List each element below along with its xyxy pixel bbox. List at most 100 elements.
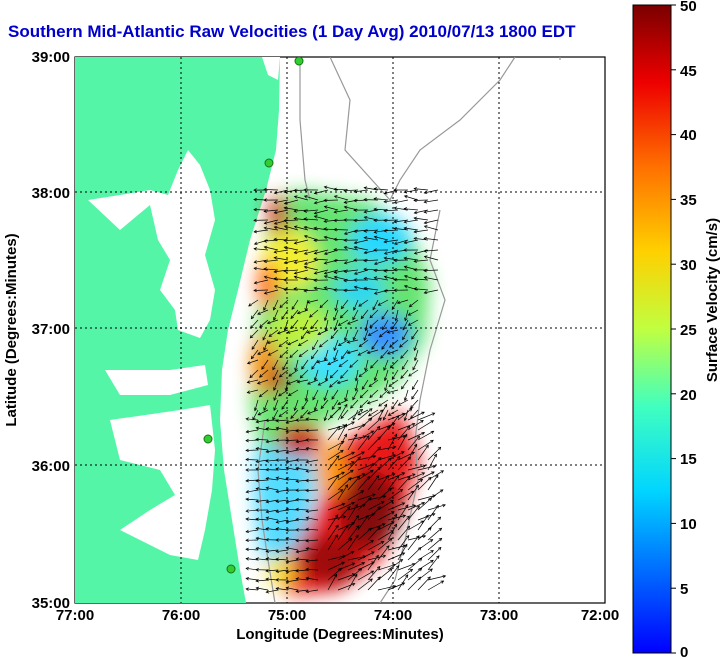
velocity-arrow	[257, 309, 269, 315]
velocity-arrowhead	[275, 449, 280, 454]
velocity-arrow	[427, 474, 439, 491]
velocity-arrowhead	[368, 527, 373, 532]
velocity-arrowhead	[316, 360, 321, 364]
velocity-arrowhead	[423, 236, 428, 241]
velocity-arrowhead	[359, 394, 364, 399]
velocity-arrow	[417, 576, 431, 591]
velocity-arrowhead	[404, 433, 408, 438]
velocity-arrow	[383, 209, 399, 212]
velocity-arrowhead	[380, 501, 385, 505]
velocity-arrow	[407, 411, 425, 421]
velocity-arrow	[294, 196, 309, 201]
velocity-arrowhead	[323, 235, 328, 240]
velocity-arrowhead	[313, 257, 317, 261]
velocity-arrow	[347, 451, 365, 461]
velocity-arrowhead	[405, 504, 409, 508]
velocity-arrow	[337, 404, 348, 421]
velocity-arrow	[347, 525, 360, 541]
velocity-arrowhead	[313, 200, 318, 205]
velocity-arrow	[347, 476, 361, 491]
velocity-arrow	[340, 369, 349, 379]
velocity-arrowhead	[375, 554, 379, 559]
velocity-arrowhead	[305, 559, 309, 563]
velocity-arrowhead	[383, 289, 387, 293]
velocity-arrowhead	[253, 280, 258, 285]
velocity-arrowhead	[273, 285, 278, 289]
velocity-arrow	[374, 188, 389, 191]
velocity-arrow	[286, 449, 299, 453]
radar-stations	[203, 57, 304, 574]
velocity-arrowhead	[340, 415, 344, 420]
velocity-arrow	[313, 258, 329, 261]
velocity-arrowhead	[245, 417, 249, 421]
velocity-arrowhead	[403, 195, 408, 199]
velocity-arrow	[383, 359, 389, 371]
velocity-arrowhead	[407, 322, 412, 326]
velocity-arrowhead	[359, 404, 364, 409]
velocity-arrowhead	[388, 383, 393, 387]
velocity-arrowhead	[306, 330, 311, 334]
velocity-arrowhead	[353, 240, 358, 245]
velocity-arrowhead	[373, 248, 377, 252]
velocity-arrowhead	[369, 324, 373, 328]
velocity-arrow	[324, 349, 329, 361]
velocity-arrowhead	[278, 343, 283, 348]
y-axis: 39:00 38:00 37:00 36:00 35:00 Latitude (…	[3, 49, 70, 612]
velocity-arrowhead	[375, 475, 380, 479]
velocity-arrowhead	[305, 527, 309, 532]
velocity-arrowhead	[305, 576, 310, 581]
velocity-arrow	[382, 319, 389, 330]
velocity-arrow	[264, 209, 279, 212]
velocity-arrowhead	[423, 190, 428, 195]
velocity-arrowhead	[323, 417, 328, 422]
velocity-arrow	[397, 515, 410, 531]
velocity-arrowhead	[265, 439, 270, 444]
velocity-arrow	[417, 440, 434, 451]
velocity-arrow	[276, 499, 289, 502]
velocity-arrowhead	[430, 430, 435, 434]
velocity-arrow	[300, 369, 309, 379]
velocity-arrowhead	[303, 251, 308, 255]
velocity-arrow	[262, 329, 269, 341]
velocity-arrowhead	[363, 250, 368, 255]
velocity-arrow	[305, 299, 309, 311]
velocity-arrow	[275, 558, 289, 561]
velocity-arrowhead	[386, 390, 391, 394]
velocity-arrow	[334, 209, 349, 213]
velocity-arrow	[256, 448, 269, 451]
velocity-arrowhead	[303, 289, 307, 293]
velocity-arrowhead	[323, 198, 327, 203]
velocity-arrowhead	[262, 336, 266, 341]
velocity-arrowhead	[343, 278, 347, 283]
velocity-arrow	[296, 467, 309, 471]
velocity-arrow	[265, 419, 279, 421]
x-axis-label: Longitude (Degrees:Minutes)	[236, 626, 444, 643]
velocity-field	[250, 190, 430, 595]
velocity-arrow	[264, 259, 279, 263]
velocity-arrowhead	[377, 456, 382, 461]
velocity-arrowhead	[412, 504, 417, 508]
velocity-arrowhead	[407, 312, 412, 316]
velocity-arrowhead	[413, 287, 417, 291]
velocity-arrowhead	[305, 547, 310, 551]
velocity-arrow	[333, 238, 349, 241]
velocity-arrow	[427, 547, 442, 561]
velocity-arrowhead	[368, 497, 372, 501]
velocity-arrow	[387, 515, 406, 521]
velocity-arrowhead	[362, 435, 367, 439]
velocity-arrow	[337, 461, 355, 471]
velocity-arrowhead	[429, 539, 434, 543]
velocity-arrowhead	[295, 466, 300, 471]
velocity-arrow	[413, 278, 429, 281]
velocity-arrow	[404, 309, 409, 321]
velocity-arrow	[307, 329, 319, 334]
velocity-arrowhead	[265, 590, 270, 594]
velocity-arrow	[407, 485, 419, 501]
velocity-arrowhead	[313, 211, 318, 215]
velocity-arrow	[307, 299, 319, 303]
velocity-arrowhead	[313, 238, 317, 243]
velocity-arrowhead	[351, 582, 356, 587]
velocity-arrowhead	[371, 512, 376, 517]
velocity-arrow	[402, 329, 409, 340]
velocity-arrow	[388, 409, 399, 416]
